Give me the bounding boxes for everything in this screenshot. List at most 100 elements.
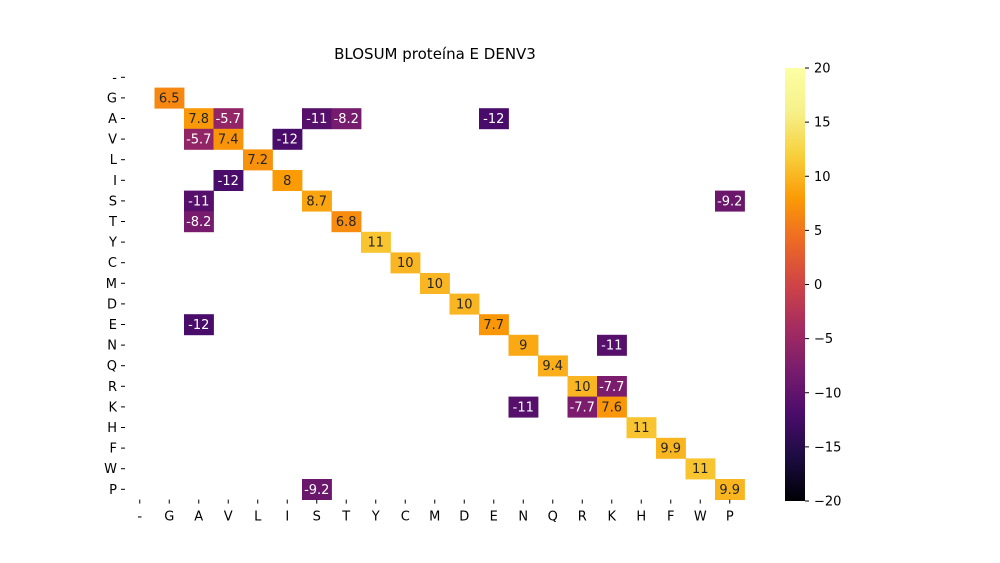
x-tick-label: F: [667, 510, 674, 525]
heatmap-cell-R-R: [567, 376, 598, 397]
cell-label-I-V: -12: [218, 174, 239, 189]
cell-label-C-C: 10: [397, 256, 414, 271]
heatmap-cell-S-P: [715, 190, 745, 212]
y-tick-label: M: [106, 277, 117, 292]
colorbar-tick-label: −5: [814, 332, 833, 347]
x-tick-label: S: [313, 510, 321, 525]
heatmap-cell-S-S: [302, 190, 332, 212]
cell-label-A-V: -5.7: [216, 112, 241, 127]
cell-label-E-E: 7.7: [483, 318, 504, 333]
y-tick-label: G: [107, 91, 117, 106]
heatmap-cell-L-L: [243, 149, 273, 171]
heatmap-cell-V-V: [213, 128, 244, 150]
cell-label-E-A: -12: [188, 318, 209, 333]
heatmap-cell-F-F: [656, 437, 686, 459]
heatmap-cell-T-T: [331, 211, 362, 233]
heatmap-cell-W-W: [685, 458, 716, 480]
heatmap-cell-C-C: [390, 252, 421, 274]
cell-label-T-T: 6.8: [336, 215, 357, 230]
heatmap-cell-N-K: [597, 334, 627, 356]
heatmap-cell-A-T: [331, 108, 362, 130]
heatmap-cell-R-K: [597, 376, 627, 397]
cell-label-L-L: 7.2: [247, 153, 268, 168]
cell-label-P-P: 9.9: [719, 483, 740, 498]
x-tick-label: I: [285, 510, 289, 525]
cell-label-V-A: -5.7: [186, 133, 211, 148]
cell-label-V-I: -12: [277, 133, 298, 148]
cell-label-A-E: -12: [483, 112, 504, 127]
cell-label-Y-Y: 11: [367, 236, 384, 251]
cell-label-A-A: 7.8: [188, 112, 209, 127]
cell-label-M-M: 10: [426, 277, 443, 292]
cell-label-T-A: -8.2: [186, 215, 211, 230]
cell-label-R-R: 10: [574, 380, 591, 395]
heatmap-cell-H-H: [626, 417, 657, 439]
y-tick-label: K: [108, 400, 117, 415]
heatmap-cell-K-K: [597, 396, 627, 418]
heatmap-cell-P-P: [715, 479, 745, 500]
colorbar-tick-label: −10: [814, 386, 841, 401]
heatmap-cell-D-D: [449, 293, 480, 315]
cell-label-A-S: -11: [306, 112, 327, 127]
y-tick-label: E: [109, 318, 117, 333]
heatmap-cell-Q-Q: [538, 355, 568, 377]
x-tick-label: A: [194, 510, 203, 525]
cell-label-G-G: 6.5: [159, 91, 180, 106]
x-tick-label: T: [341, 510, 350, 525]
x-tick-label: V: [224, 510, 233, 525]
y-tick-label: R: [108, 380, 117, 395]
x-tick-label: W: [694, 510, 707, 525]
cell-label-I-I: 8: [283, 174, 291, 189]
colorbar-tick-label: 5: [814, 224, 822, 239]
colorbar-tick-label: −20: [814, 495, 841, 510]
colorbar-tick-label: 0: [814, 278, 822, 293]
heatmap-cell-G-G: [154, 87, 185, 109]
x-tick-label: D: [459, 510, 469, 525]
colorbar-tick-label: 15: [814, 116, 831, 131]
cell-label-N-N: 9: [519, 339, 527, 354]
y-tick-label: L: [110, 153, 118, 168]
y-tick-label: Q: [107, 359, 117, 374]
x-tick-label: G: [164, 510, 174, 525]
x-tick-label: N: [518, 510, 528, 525]
heatmap-cell-M-M: [420, 273, 450, 294]
cell-label-V-V: 7.4: [218, 133, 239, 148]
x-tick-label: Y: [371, 510, 380, 525]
cell-label-A-T: -8.2: [334, 112, 359, 127]
heatmap-cells: 6.5 7.8 -5.7 -11 -8.2 -12 -5.7 7.4 -12 7.2 -12 8 -11…: [154, 87, 745, 500]
cell-label-S-S: 8.7: [306, 194, 327, 209]
cell-label-K-R: -7.7: [570, 400, 595, 415]
cell-label-H-H: 11: [633, 421, 650, 436]
x-tick-label: Q: [548, 510, 558, 525]
y-tick-label: D: [107, 297, 117, 312]
y-tick-label: I: [113, 174, 117, 189]
y-tick-label: Y: [108, 236, 117, 251]
colorbar-tick-label: 10: [814, 170, 831, 185]
cell-label-S-P: -9.2: [717, 194, 742, 209]
x-tick-label: P: [726, 510, 734, 525]
chart-title: BLOSUM proteína E DENV3: [334, 45, 536, 63]
heatmap-cell-E-E: [479, 314, 509, 336]
y-tick-label: T: [108, 215, 117, 230]
cell-label-N-K: -11: [601, 339, 622, 354]
y-tick-label: H: [107, 421, 117, 436]
heatmap-cell-V-A: [184, 128, 214, 150]
x-tick-label: L: [254, 510, 262, 525]
colorbar-tick-label: 20: [814, 62, 831, 77]
cell-label-W-W: 11: [692, 462, 709, 477]
cell-label-K-K: 7.6: [601, 400, 622, 415]
x-tick-label: H: [636, 510, 646, 525]
colorbar-gradient: [785, 68, 805, 501]
y-tick-label: P: [109, 483, 117, 498]
heatmap-cell-P-S: [302, 479, 332, 500]
x-tick-label: C: [401, 510, 410, 525]
cell-label-F-F: 9.9: [660, 442, 681, 457]
cell-label-S-A: -11: [188, 194, 209, 209]
y-tick-label: A: [108, 112, 117, 127]
cell-label-P-S: -9.2: [304, 483, 329, 498]
cell-label-Q-Q: 9.4: [542, 359, 563, 374]
heatmap-cell-K-N: [508, 396, 539, 418]
y-tick-label: N: [107, 339, 117, 354]
